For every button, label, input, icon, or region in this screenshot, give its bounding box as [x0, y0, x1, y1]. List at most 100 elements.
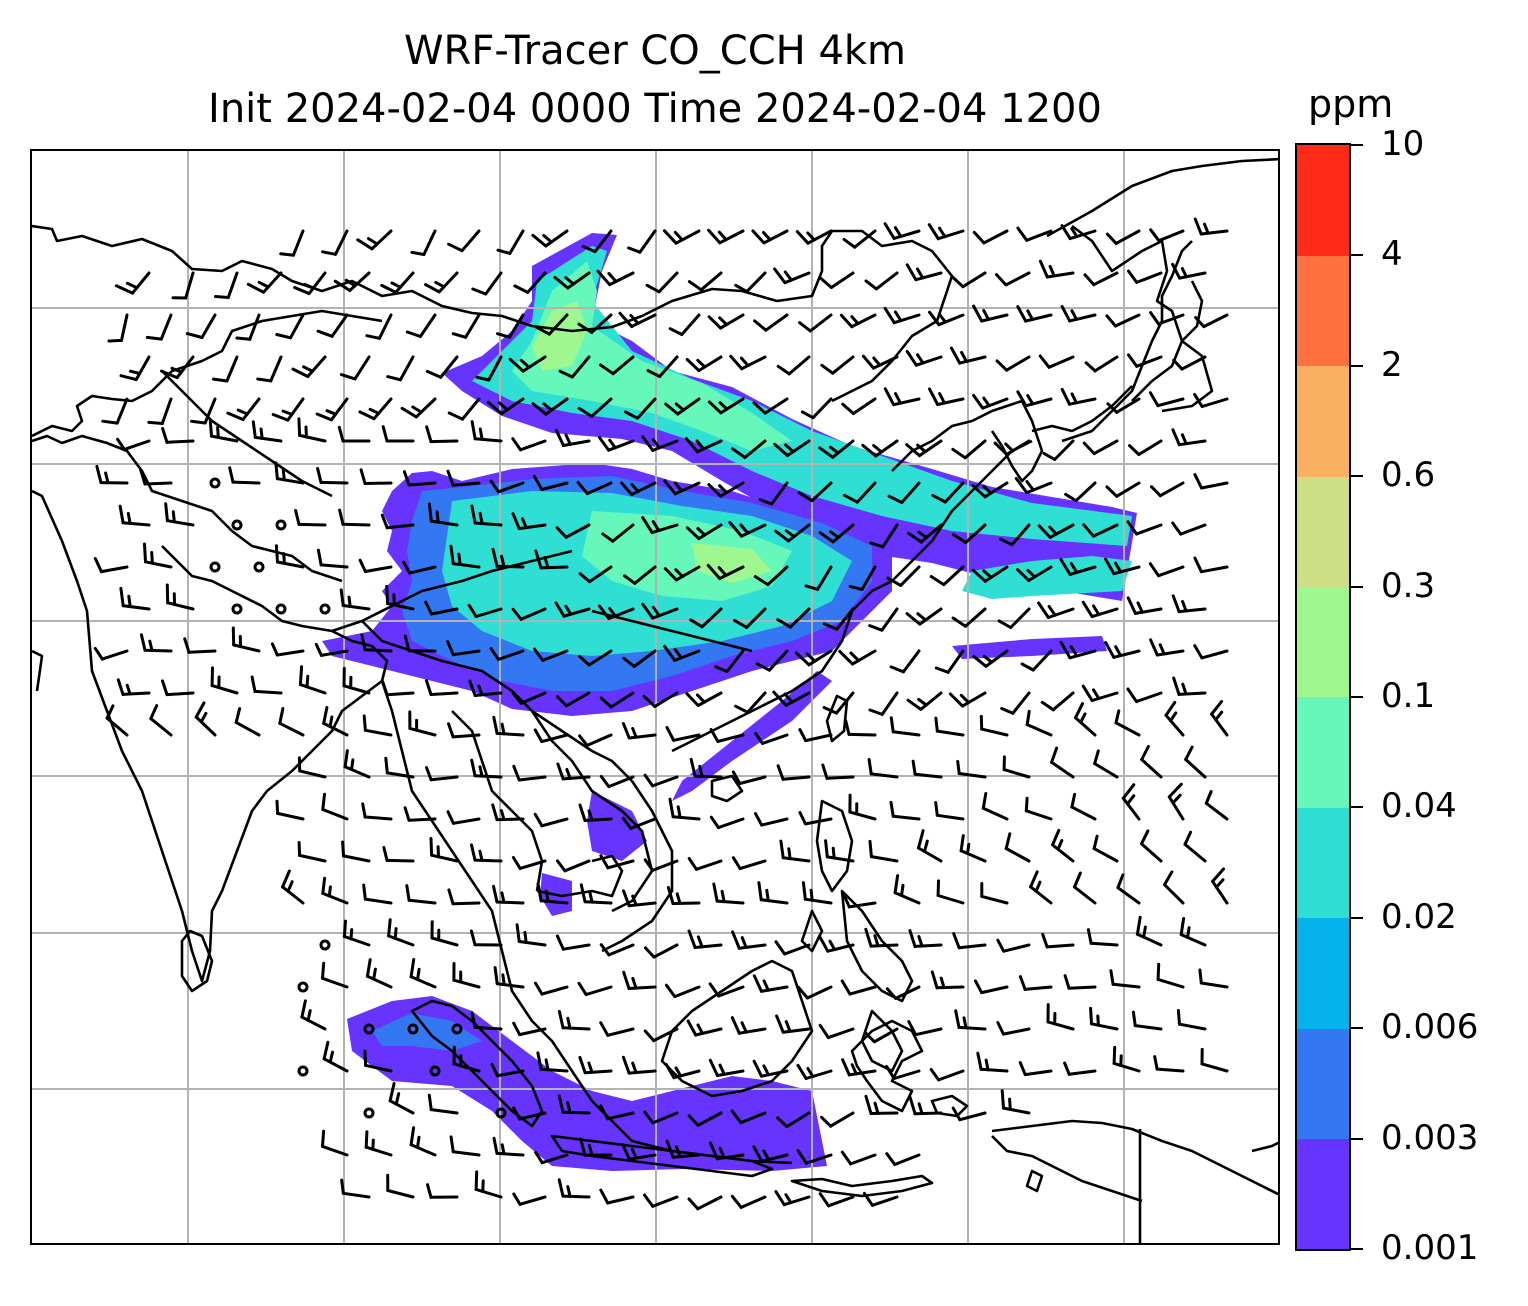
- wind-barb-flag: [149, 704, 159, 721]
- wind-barb-flag: [1041, 932, 1049, 949]
- wind-barb-flag: [1000, 1089, 1005, 1110]
- wind-barb-shaft: [804, 817, 833, 826]
- wind-barb-flag: [170, 366, 183, 374]
- wind-barb-flag: [279, 252, 295, 257]
- wind-barb-shaft: [1024, 313, 1053, 323]
- wind-barb-flag: [982, 654, 994, 664]
- wind-barb-shaft: [1156, 397, 1185, 408]
- wind-barb-flag: [1171, 793, 1182, 805]
- wind-barb-shaft: [234, 720, 261, 737]
- wind-barb-flag: [125, 281, 139, 290]
- wind-barb-shaft: [1135, 271, 1163, 284]
- wind-barb-flag: [934, 801, 939, 817]
- wind-barb-shaft: [860, 565, 877, 591]
- wind-barb-flag: [795, 230, 810, 245]
- wind-barb-shaft: [495, 1151, 525, 1157]
- wind-barb-flag: [709, 1141, 719, 1161]
- wind-barb-shaft: [629, 817, 657, 830]
- wind-barb-shaft: [1177, 607, 1207, 614]
- wind-barb-shaft: [880, 607, 899, 632]
- wind-barb-shaft: [848, 985, 877, 996]
- wind-barb-shaft: [606, 1027, 635, 1037]
- wind-barb-shaft: [746, 691, 767, 714]
- wind-barb-flag: [598, 604, 611, 621]
- wind-barb-flag: [867, 758, 873, 776]
- wind-barb-flag: [796, 1063, 808, 1080]
- wind-barb-flag: [468, 679, 477, 697]
- wind-barb-shaft: [149, 717, 173, 737]
- wind-barb-flag: [171, 510, 176, 524]
- wind-barb-flag: [831, 846, 836, 860]
- wind-barb-flag: [1079, 712, 1087, 724]
- wind-barb-shaft: [583, 817, 613, 822]
- wind-barb-shaft: [716, 733, 745, 743]
- wind-barb-flag: [512, 1021, 522, 1037]
- wind-barb-flag: [424, 679, 433, 696]
- colorbar-tick-label: 0.3: [1381, 565, 1436, 606]
- wind-barb-shaft: [561, 943, 591, 951]
- wind-barb-flag: [608, 607, 617, 618]
- wind-barb-shaft: [980, 985, 1009, 995]
- wind-barb-shaft: [121, 604, 151, 611]
- wind-barb-shaft: [407, 898, 437, 905]
- wind-barb-shaft: [943, 481, 965, 504]
- wind-barb-flag: [731, 930, 741, 950]
- wind-barb-flag: [578, 1055, 587, 1075]
- wind-barb-shaft: [853, 229, 877, 249]
- wind-barb-shaft: [487, 355, 503, 382]
- wind-barb-flag: [916, 353, 925, 365]
- wind-barb-flag: [1016, 568, 1031, 582]
- wind-barb-flag: [1016, 390, 1028, 408]
- wind-barb-shaft: [981, 397, 1009, 410]
- wind-barb-flag: [1180, 267, 1188, 279]
- wind-barb-flag: [316, 548, 323, 567]
- wind-barb-flag: [643, 773, 655, 788]
- plume-south-inner: [372, 1013, 482, 1051]
- wind-barb-flag: [125, 683, 132, 696]
- wind-barb-flag: [850, 315, 860, 326]
- wind-barb-flag: [794, 651, 811, 667]
- wind-barb-shaft: [880, 691, 899, 716]
- wind-barb-flag: [599, 363, 615, 376]
- wind-barb-flag: [447, 888, 455, 906]
- plume-scs: [587, 791, 647, 861]
- wind-barb-flag: [358, 410, 376, 421]
- wind-barb-shaft: [1167, 795, 1185, 821]
- wind-barb-flag: [365, 334, 381, 340]
- wind-barb-flag: [1060, 387, 1071, 406]
- wind-barb-flag: [400, 406, 418, 419]
- wind-barb-flag: [270, 642, 279, 657]
- wind-barb-flag: [190, 419, 207, 425]
- wind-barb-flag: [492, 715, 499, 735]
- wind-barb-shaft: [636, 397, 657, 420]
- wind-barb-flag: [368, 407, 381, 415]
- wind-barb-flag: [885, 1064, 896, 1080]
- wind-barb-shaft: [281, 885, 305, 905]
- wind-barb-flag: [519, 358, 531, 369]
- wind-barb-flag: [581, 245, 597, 254]
- wind-barb-flag: [885, 1152, 897, 1166]
- wind-barb-shaft: [673, 985, 701, 999]
- wind-barb-shaft: [892, 1069, 921, 1080]
- wind-barb-shaft: [658, 355, 679, 378]
- wind-barb-flag: [774, 529, 790, 543]
- calm-wind-marker: [319, 603, 331, 615]
- wind-barb-shaft: [743, 439, 767, 459]
- wind-barb-flag: [467, 603, 478, 618]
- wind-barb-flag: [599, 943, 611, 957]
- wind-barb-flag: [1074, 702, 1084, 720]
- wind-barb-shaft: [286, 397, 305, 422]
- wind-barb-flag: [709, 815, 720, 830]
- wind-barb-flag: [512, 1192, 522, 1206]
- wind-barb-flag: [739, 523, 750, 535]
- wind-barb-flag: [470, 504, 477, 525]
- wind-barb-shaft: [847, 1069, 877, 1077]
- wind-barb-flag: [555, 695, 568, 708]
- wind-barb-shaft: [377, 313, 393, 340]
- wind-barb-flag: [161, 427, 169, 444]
- wind-barb-shaft: [1074, 481, 1097, 503]
- wind-barb-shaft: [583, 1069, 613, 1075]
- wind-barb-flag: [1056, 839, 1064, 851]
- wind-barb-flag: [818, 935, 830, 953]
- wind-barb-shaft: [341, 522, 371, 527]
